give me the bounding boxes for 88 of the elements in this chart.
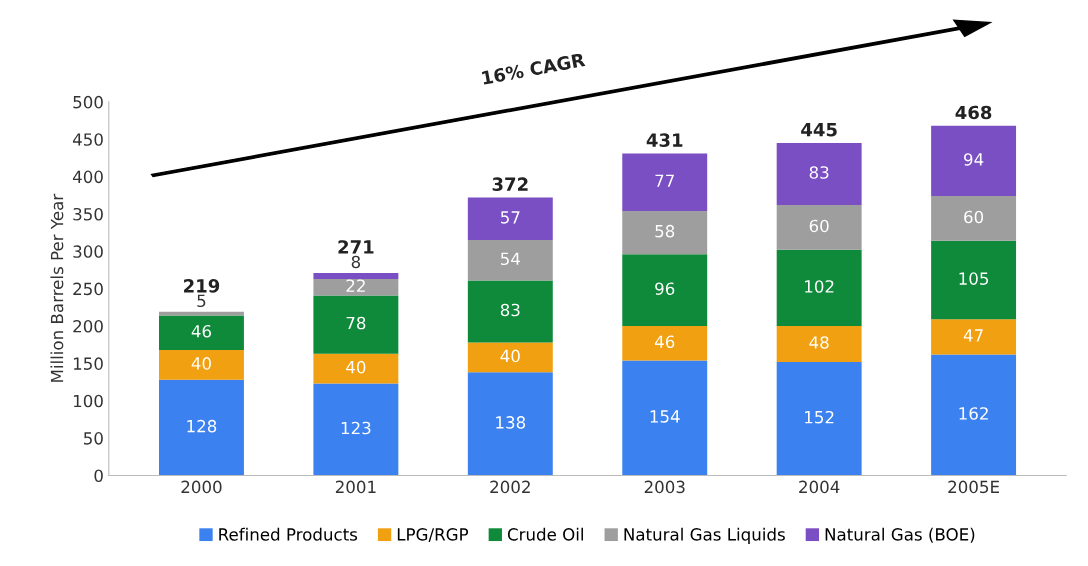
- data-label: 94: [964, 153, 984, 166]
- data-label: 96: [655, 282, 675, 295]
- y-tick-label: 450: [72, 133, 103, 146]
- bar: [622, 210, 708, 255]
- bar: [313, 383, 399, 476]
- data-label: 46: [654, 335, 675, 349]
- bar: [776, 249, 862, 327]
- total-label: 445: [801, 123, 837, 137]
- bar: [622, 153, 708, 211]
- y-tick-label: 150: [73, 357, 103, 370]
- x-tick-label: 2001: [335, 480, 376, 494]
- x-tick-label: 2004: [799, 480, 840, 494]
- x-tick-label: 2000: [181, 480, 222, 494]
- data-label: 154: [650, 410, 680, 423]
- data-label: 162: [959, 407, 988, 420]
- data-label: 102: [805, 280, 834, 293]
- bar: [776, 142, 862, 205]
- data-label: 47: [963, 329, 983, 342]
- y-tick-label: 200: [73, 319, 103, 333]
- bar: [776, 361, 862, 476]
- bar: [158, 315, 244, 350]
- bar: [931, 319, 1017, 355]
- x-tick-label: 2002: [490, 480, 530, 494]
- y-tick-label: 100: [73, 394, 103, 408]
- y-tick-label: 50: [84, 432, 103, 445]
- data-label: 46: [191, 324, 212, 338]
- y-tick-label: 250: [73, 282, 103, 296]
- bar: [313, 278, 399, 296]
- y-tick-label: 500: [73, 95, 103, 109]
- bar: [313, 353, 399, 384]
- legend-label: Natural Gas (BOE): [825, 527, 975, 543]
- bar: [313, 272, 399, 279]
- data-label: 54: [500, 252, 520, 266]
- legend-label: Refined Products: [219, 527, 358, 541]
- bar: [776, 326, 862, 362]
- bar: [776, 204, 862, 250]
- data-label: 128: [187, 419, 217, 433]
- bar: [931, 354, 1017, 476]
- data-label: 83: [500, 303, 520, 317]
- total-label: 431: [646, 133, 683, 147]
- data-label: 105: [959, 272, 989, 285]
- bar: [158, 349, 244, 380]
- bar: [622, 254, 708, 327]
- legend-label: LPG/RGP: [397, 528, 469, 543]
- data-label: 60: [809, 219, 829, 233]
- data-label: 123: [341, 421, 371, 435]
- data-label: 138: [496, 416, 526, 429]
- data-label: 40: [500, 349, 520, 363]
- data-label: 57: [500, 211, 520, 224]
- y-tick-label: 0: [94, 469, 103, 483]
- bar: [313, 295, 399, 354]
- data-label: 22: [346, 279, 365, 292]
- data-label: 78: [346, 316, 366, 330]
- y-tick-label: 350: [73, 207, 103, 221]
- bar: [467, 240, 553, 281]
- data-label: 60: [964, 210, 984, 224]
- bar: [931, 196, 1017, 241]
- data-label: 5: [197, 294, 206, 308]
- data-label: 152: [805, 410, 834, 424]
- legend-label: Natural Gas Liquids: [624, 527, 785, 544]
- total-label: 468: [955, 105, 992, 120]
- total-label: 271: [338, 240, 374, 254]
- bar: [467, 280, 553, 343]
- data-label: 40: [346, 360, 366, 374]
- bar: [622, 326, 708, 361]
- bar: [622, 360, 708, 476]
- x-tick-label: 2003: [644, 480, 685, 494]
- bar: [467, 372, 553, 476]
- bar: [931, 125, 1017, 197]
- data-label: 58: [655, 224, 675, 238]
- total-label: 372: [492, 177, 528, 192]
- data-label: 77: [655, 174, 674, 187]
- x-tick-label: 2005E: [948, 480, 999, 494]
- bar: [467, 342, 553, 373]
- bar: [158, 379, 244, 476]
- data-label: 40: [191, 357, 211, 370]
- data-label: 8: [351, 255, 361, 269]
- y-tick-label: 400: [72, 170, 103, 184]
- bar: [931, 240, 1017, 320]
- y-axis-title: Million Barrels Per Year: [50, 193, 64, 382]
- bar: [158, 311, 244, 316]
- data-label: 83: [809, 166, 829, 179]
- data-label: 48: [809, 336, 829, 349]
- legend-label: Crude Oil: [507, 527, 583, 541]
- y-tick-label: 300: [73, 245, 103, 258]
- total-label: 219: [184, 278, 220, 293]
- text: 16% CAGR: [481, 52, 586, 85]
- bar: [467, 197, 553, 241]
